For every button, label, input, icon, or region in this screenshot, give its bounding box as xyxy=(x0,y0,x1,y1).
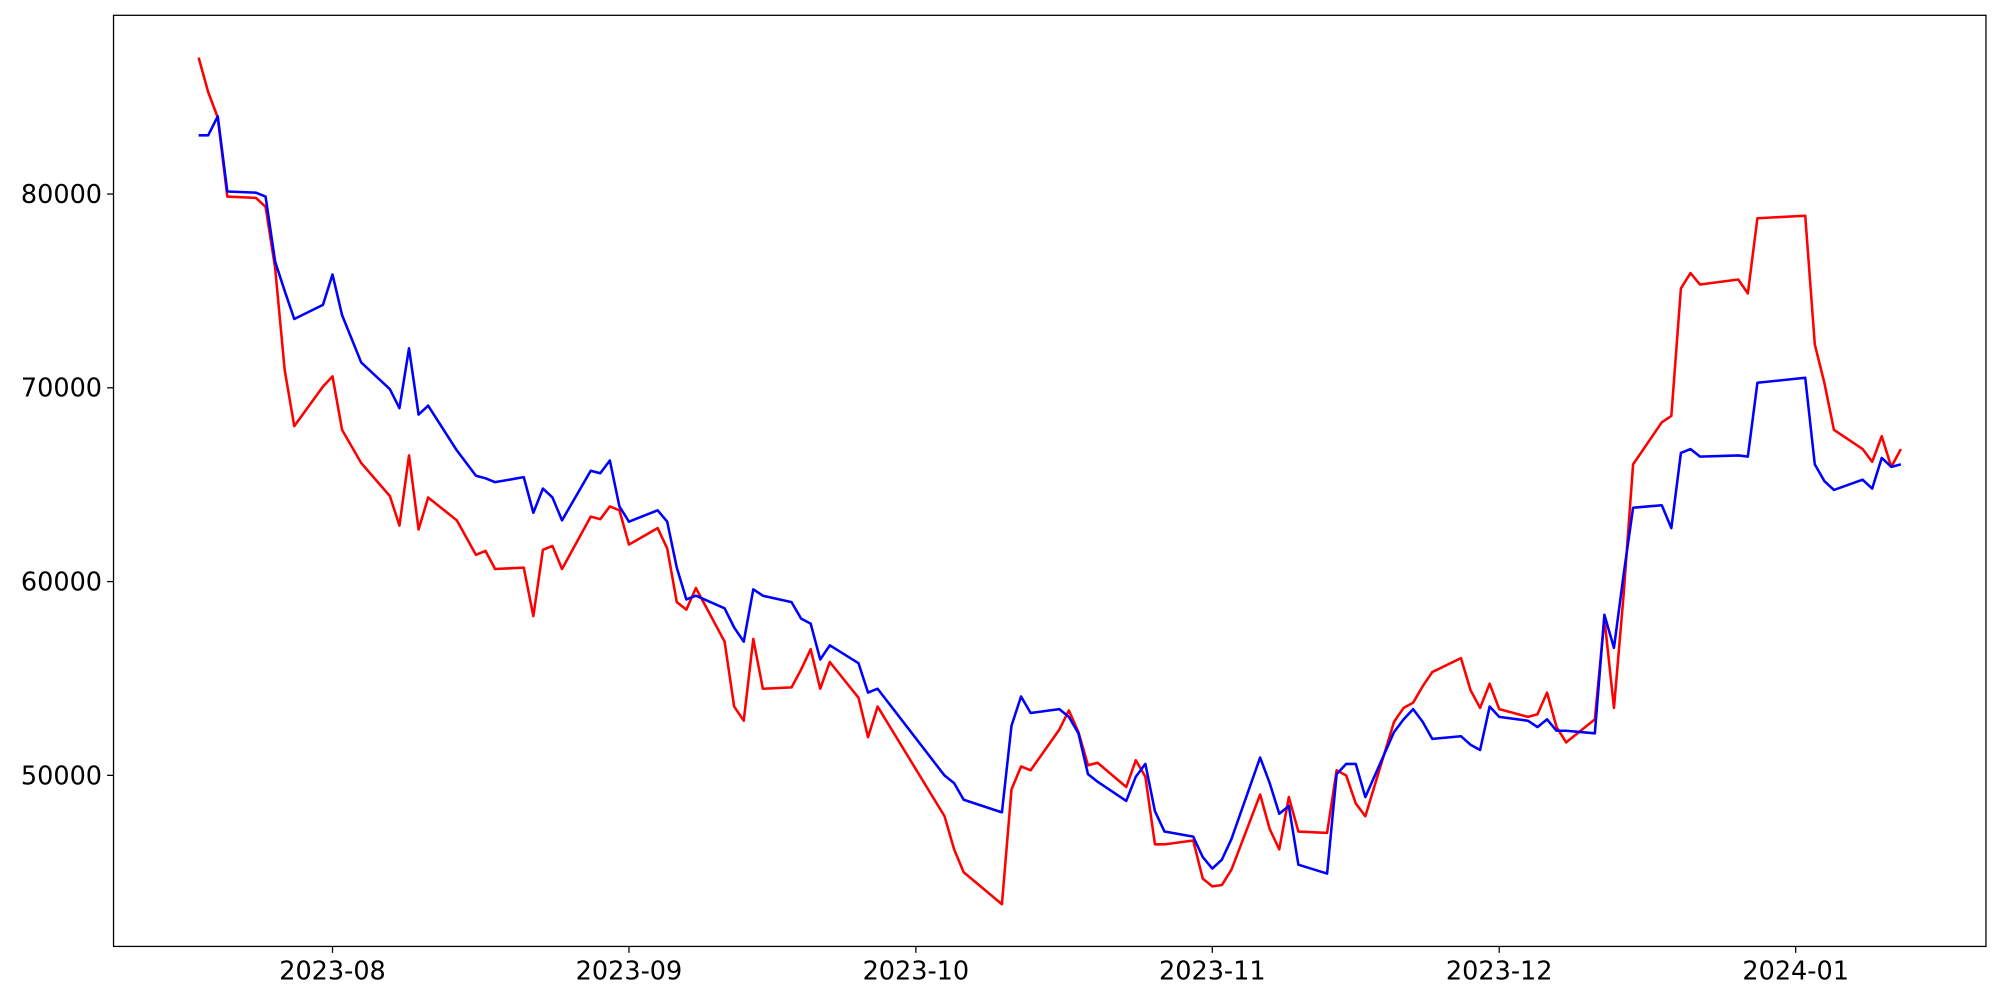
plot-frame xyxy=(112,14,1987,948)
y-tick-label: 60000 xyxy=(21,568,102,598)
y-tick-label: 70000 xyxy=(21,374,102,404)
x-tick-label: 2023-10 xyxy=(863,957,970,987)
x-tick-label: 2023-11 xyxy=(1159,957,1266,987)
data-line xyxy=(198,115,1902,875)
x-tick-label: 2023-08 xyxy=(279,957,386,987)
y-tick-label: 80000 xyxy=(21,180,102,210)
x-tick-label: 2024-01 xyxy=(1742,957,1849,987)
x-tick-label: 2023-09 xyxy=(576,957,683,987)
data-line xyxy=(197,57,1902,906)
x-tick-label: 2023-12 xyxy=(1446,957,1553,987)
y-tick-label: 50000 xyxy=(21,761,102,791)
